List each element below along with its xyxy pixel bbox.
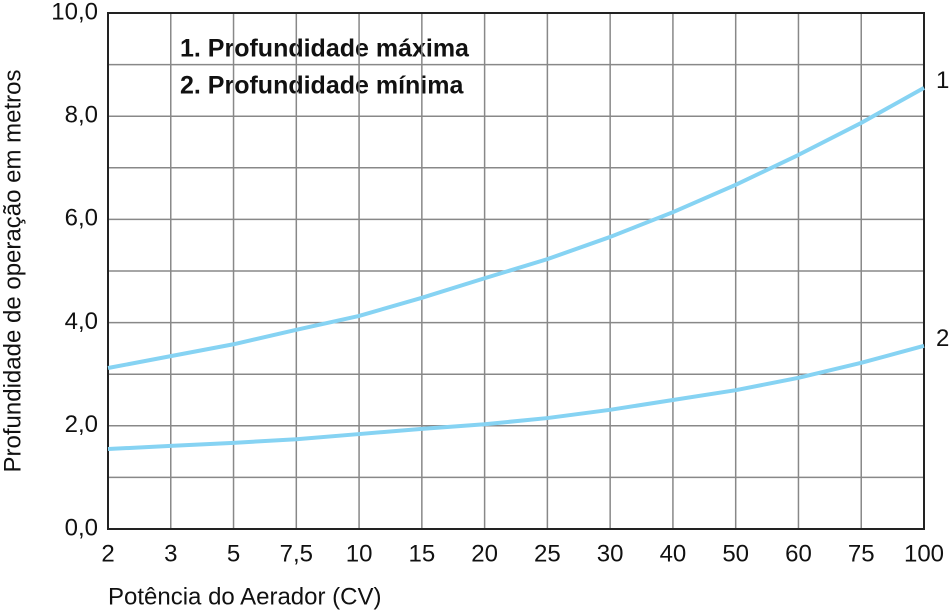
plot-frame <box>107 12 925 530</box>
legend-entry: 1. Profundidade máxima <box>180 35 470 63</box>
y-tick-label: 2,0 <box>65 411 98 438</box>
y-tick-label: 10,0 <box>51 0 98 25</box>
legend-entry: 2. Profundidade mínima <box>180 72 464 100</box>
x-tick-label: 100 <box>904 540 944 567</box>
y-axis-title: Profundidade de operação em metros <box>0 70 26 473</box>
x-tick-label: 40 <box>660 540 687 567</box>
x-tick-label: 20 <box>471 540 498 567</box>
x-tick-label: 7,5 <box>280 540 313 567</box>
x-tick-label: 25 <box>534 540 561 567</box>
series-end-label: 1 <box>936 67 949 94</box>
x-tick-label: 10 <box>346 540 373 567</box>
y-tick-label: 0,0 <box>65 514 98 541</box>
x-tick-label: 75 <box>848 540 875 567</box>
series-end-label: 2 <box>936 325 949 352</box>
y-tick-label: 8,0 <box>65 102 98 129</box>
x-tick-label: 3 <box>164 540 177 567</box>
x-axis-title: Potência do Aerador (CV) <box>108 583 381 610</box>
x-tick-label: 60 <box>785 540 812 567</box>
y-tick-label: 6,0 <box>65 205 98 232</box>
data-line <box>107 86 925 370</box>
x-tick-label: 15 <box>408 540 435 567</box>
data-line <box>107 343 925 452</box>
x-tick-label: 5 <box>227 540 240 567</box>
y-tick-label: 4,0 <box>65 308 98 335</box>
x-tick-label: 50 <box>722 540 749 567</box>
x-tick-label: 30 <box>597 540 624 567</box>
x-tick-label: 2 <box>101 540 114 567</box>
